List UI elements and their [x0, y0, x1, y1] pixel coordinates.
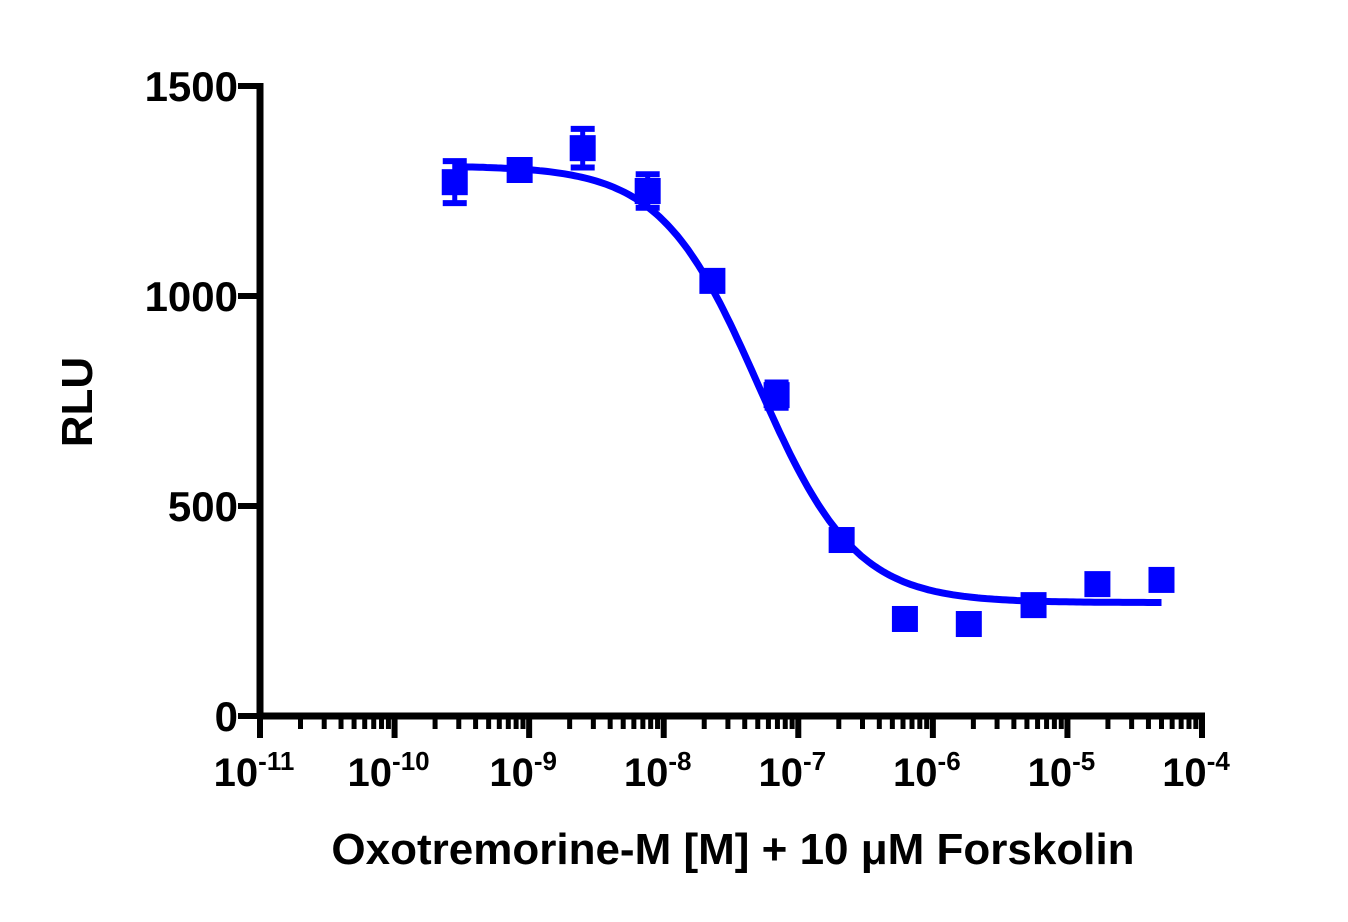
data-point [1020, 592, 1047, 619]
x-tick-label: 10-10 [348, 746, 430, 795]
x-tick-label: 10-8 [624, 746, 692, 795]
data-point [569, 135, 596, 162]
x-tick-label: 10-7 [758, 746, 826, 795]
x-tick-label: 10-9 [489, 746, 557, 795]
x-tick-label: 10-5 [1028, 746, 1096, 795]
y-tick-label: 500 [168, 483, 238, 530]
data-point [1084, 571, 1111, 598]
data-point [955, 611, 982, 638]
data-point [634, 178, 661, 204]
y-tick-label: 1500 [145, 63, 238, 110]
tick-labels: 0 500 1000 1500 10-11 10-10 10-9 10-8 10-7 10-6 10… [145, 63, 1231, 795]
data-point [891, 605, 918, 632]
x-axis-label: Oxotremorine-M [M] + 10 μM Forskolin [331, 825, 1134, 874]
y-tick-label: 0 [215, 693, 238, 740]
data-point [441, 169, 468, 196]
data-point [828, 527, 855, 554]
y-axis-label: RLU [53, 357, 102, 447]
x-tick-label: 10-6 [893, 746, 961, 795]
x-tick-label: 10-4 [1162, 746, 1230, 795]
axes [238, 83, 1205, 738]
data-point [763, 382, 790, 409]
data-point [699, 267, 726, 294]
data-point [506, 157, 533, 183]
data-point [1148, 566, 1175, 593]
data-points [441, 125, 1175, 638]
fit-curve [454, 163, 1162, 606]
y-tick-label: 1000 [145, 273, 238, 320]
x-tick-label: 10-11 [214, 746, 295, 795]
